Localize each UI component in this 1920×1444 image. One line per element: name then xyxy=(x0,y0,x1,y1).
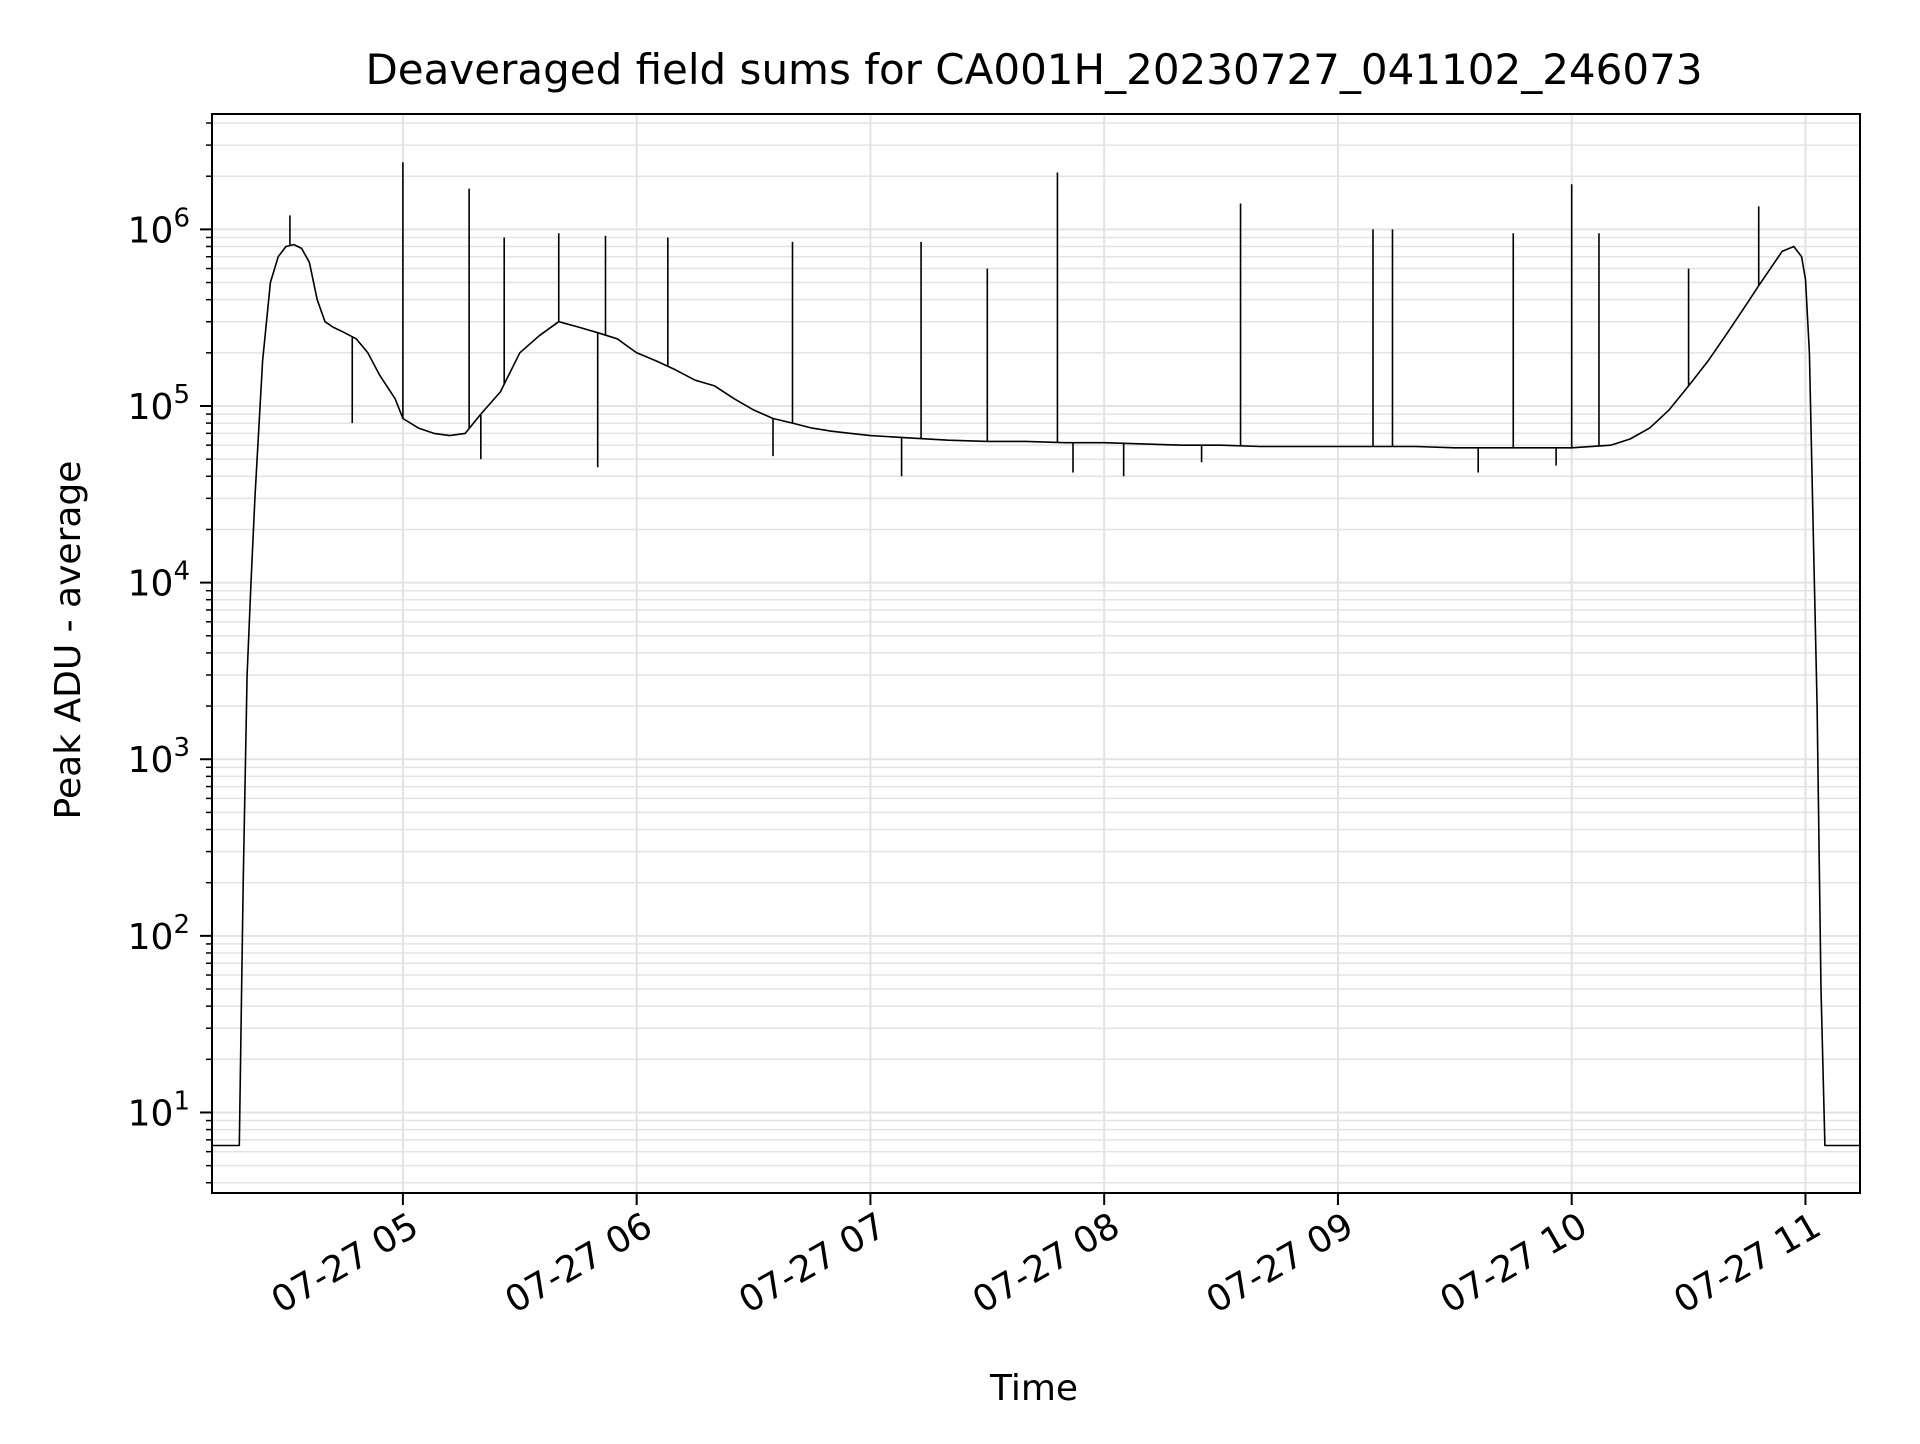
chart-title: Deaveraged field sums for CA001H_2023072… xyxy=(365,45,1702,94)
y-axis-label: Peak ADU - average xyxy=(48,461,89,820)
y-tick-label: 105 xyxy=(128,380,190,428)
x-axis-label: Time xyxy=(989,1368,1078,1409)
y-tick-label: 106 xyxy=(128,203,190,251)
y-tick-label: 103 xyxy=(128,733,190,781)
y-tick-label: 104 xyxy=(128,557,190,605)
series-line xyxy=(212,243,1860,1147)
y-tick-label: 102 xyxy=(128,910,190,958)
y-tick-label: 101 xyxy=(128,1086,190,1134)
plot-layer xyxy=(212,162,1860,1147)
